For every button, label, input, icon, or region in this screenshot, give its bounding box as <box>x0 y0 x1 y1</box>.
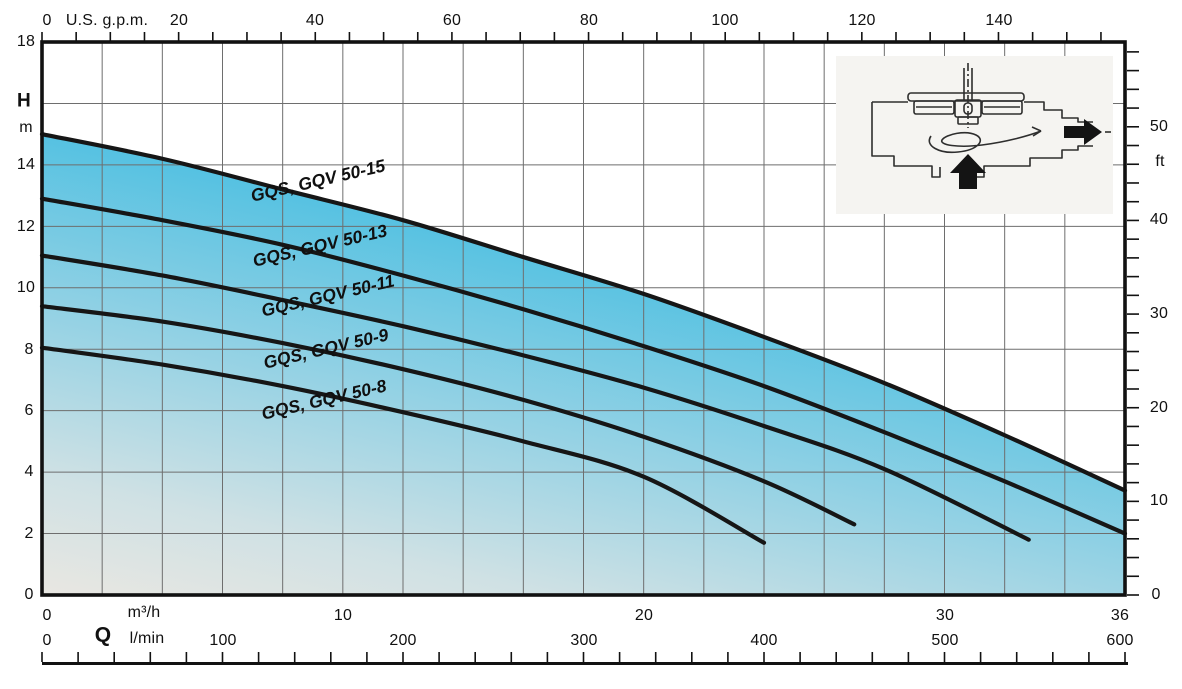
right-axis-tick-label: 20 <box>1149 399 1169 416</box>
top-axis-title: U.S. g.p.m. <box>65 12 149 29</box>
left-axis-tick-label: 4 <box>24 463 34 480</box>
bottom-lmin-tick-label: 100 <box>209 632 237 649</box>
top-axis-tick-label: 80 <box>579 12 599 29</box>
right-axis-tick-label: 10 <box>1149 492 1169 509</box>
bottom-m3h-unit: m³/h <box>127 604 161 621</box>
pump-curve-50-9 <box>39 304 857 527</box>
outlet-arrow-right-icon <box>1064 119 1102 145</box>
top-axis-tick-label: 40 <box>305 12 325 29</box>
plot-frame <box>40 40 1127 597</box>
hub-slot <box>963 102 973 115</box>
plot-area <box>39 32 1139 665</box>
flow-arrowhead <box>1031 126 1042 137</box>
right-axis-unit: ft <box>1155 153 1165 170</box>
left-axis-tick-label: 10 <box>16 279 36 296</box>
top-axis-tick-label: 140 <box>985 12 1013 29</box>
impeller-blade-left <box>913 100 955 115</box>
right-axis-tick-label: 30 <box>1149 305 1169 322</box>
impeller-blade-right <box>981 100 1023 115</box>
bottom-m3h-tick-label: 30 <box>935 607 955 624</box>
bottom-lmin-tick-label: 600 <box>1106 632 1134 649</box>
bottom-m3h-tick-label: 20 <box>634 607 654 624</box>
top-axis-tick-label: 20 <box>169 12 189 29</box>
flow-swirl-line <box>928 130 1042 154</box>
left-axis-tick-label: 0 <box>24 586 34 603</box>
shaft-nut <box>957 116 979 125</box>
left-axis-tick-label: 6 <box>24 402 34 419</box>
left-axis-tick-label: 14 <box>16 156 36 173</box>
inlet-arrow-up-icon <box>950 154 986 189</box>
left-axis-tick-label: 12 <box>16 218 36 235</box>
pump-curve-50-15 <box>39 132 1128 493</box>
pump-schematic-inset <box>836 56 1113 214</box>
top-axis-tick-label: 100 <box>711 12 739 29</box>
pump-housing-right <box>975 145 1093 178</box>
bottom-m3h-tick-label: 0 <box>42 607 52 624</box>
right-axis-tick-label: 40 <box>1149 211 1169 228</box>
top-axis-tick-label: 120 <box>848 12 876 29</box>
pump-housing-top <box>872 101 1093 123</box>
bottom-axis-label: Q <box>94 623 112 647</box>
pump-curve-50-8 <box>39 345 767 545</box>
left-axis-label: H <box>17 90 31 112</box>
bottom-lmin-tick-label: 200 <box>389 632 417 649</box>
top-axis-tick-label: 0 <box>42 12 52 29</box>
bottom-lmin-unit: l/min <box>129 630 165 647</box>
bottom-m3h-tick-label: 36 <box>1110 607 1130 624</box>
bottom-m3h-tick-label: 10 <box>333 607 353 624</box>
right-axis-tick-label: 0 <box>1151 586 1161 603</box>
bottom-lmin-tick-label: 500 <box>931 632 959 649</box>
pump-housing-left <box>871 102 941 178</box>
left-axis-tick-label: 18 <box>16 33 36 50</box>
pump-curve-50-11 <box>39 253 1031 542</box>
bottom-lmin-tick-label: 0 <box>42 632 52 649</box>
top-axis-tick-label: 60 <box>442 12 462 29</box>
pump-curve-50-13 <box>39 196 1128 536</box>
left-axis-tick-label: 8 <box>24 341 34 358</box>
impeller-top-plate <box>907 92 1025 102</box>
bottom-lmin-tick-label: 300 <box>570 632 598 649</box>
pump-shaft <box>963 68 973 100</box>
left-axis-unit: m <box>19 119 33 136</box>
left-axis-tick-label: 2 <box>24 525 34 542</box>
bottom-lmin-tick-label: 400 <box>750 632 778 649</box>
right-axis-tick-label: 50 <box>1149 118 1169 135</box>
